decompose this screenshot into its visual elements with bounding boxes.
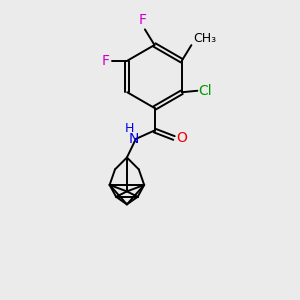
Text: CH₃: CH₃: [193, 32, 216, 45]
Text: F: F: [139, 13, 147, 27]
Text: F: F: [101, 54, 110, 68]
Text: N: N: [128, 133, 139, 146]
Text: Cl: Cl: [199, 84, 212, 98]
Text: O: O: [176, 131, 187, 145]
Text: H: H: [124, 122, 134, 135]
